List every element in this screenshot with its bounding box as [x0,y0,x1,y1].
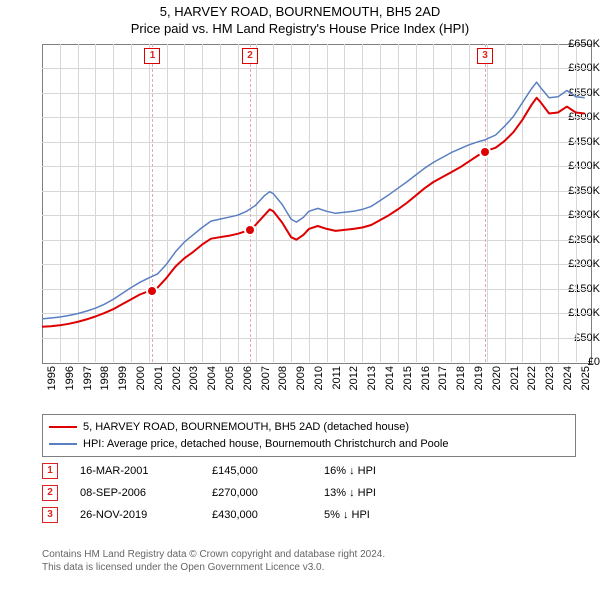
sale-number-box: 2 [242,48,258,64]
sales-table: 1 16-MAR-2001 £145,000 16% ↓ HPI 2 08-SEP-200… [42,460,414,526]
sale-num-icon: 1 [42,463,58,479]
x-tick-label: 2002 [171,366,183,390]
sale-marker-dot [244,224,256,236]
sale-number-box: 3 [477,48,493,64]
series-hpi [42,82,585,319]
sale-hpi-diff: 13% ↓ HPI [324,487,414,499]
x-tick-label: 2024 [562,366,574,390]
x-tick-label: 2018 [455,366,467,390]
sale-date: 08-SEP-2006 [80,487,190,499]
x-tick-label: 2019 [473,366,485,390]
chart-root: 5, HARVEY ROAD, BOURNEMOUTH, BH5 2AD Pri… [0,0,600,590]
legend-swatch [49,426,77,428]
x-tick-label: 2005 [224,366,236,390]
legend-row: 5, HARVEY ROAD, BOURNEMOUTH, BH5 2AD (de… [49,419,569,436]
sale-marker-dot [146,285,158,297]
sales-table-row: 1 16-MAR-2001 £145,000 16% ↓ HPI [42,460,414,482]
x-tick-label: 2025 [580,366,592,390]
x-tick-label: 2000 [135,366,147,390]
x-tick-label: 2016 [420,366,432,390]
x-tick-label: 1998 [99,366,111,390]
sale-hpi-diff: 16% ↓ HPI [324,465,414,477]
x-tick-label: 2020 [491,366,503,390]
x-tick-label: 1995 [46,366,58,390]
chart-titles: 5, HARVEY ROAD, BOURNEMOUTH, BH5 2AD Pri… [0,4,600,38]
x-tick-label: 2012 [348,366,360,390]
sale-date: 26-NOV-2019 [80,509,190,521]
x-tick-label: 2009 [295,366,307,390]
x-tick-label: 1997 [82,366,94,390]
x-tick-label: 1999 [117,366,129,390]
legend-label: 5, HARVEY ROAD, BOURNEMOUTH, BH5 2AD (de… [83,419,409,436]
series-svg [42,44,590,362]
x-tick-label: 2010 [313,366,325,390]
chart-title-1: 5, HARVEY ROAD, BOURNEMOUTH, BH5 2AD [0,4,600,21]
legend-label: HPI: Average price, detached house, Bour… [83,436,448,453]
legend-swatch [49,443,77,445]
footer-line-2: This data is licensed under the Open Gov… [42,561,385,574]
sale-price: £270,000 [212,487,302,499]
x-tick-label: 2008 [277,366,289,390]
sale-price: £430,000 [212,509,302,521]
sales-table-row: 2 08-SEP-2006 £270,000 13% ↓ HPI [42,482,414,504]
x-tick-label: 2017 [437,366,449,390]
legend-box: 5, HARVEY ROAD, BOURNEMOUTH, BH5 2AD (de… [42,414,576,457]
chart-title-2: Price paid vs. HM Land Registry's House … [0,21,600,38]
sale-num-icon: 2 [42,485,58,501]
x-tick-label: 2004 [206,366,218,390]
x-tick-label: 1996 [64,366,76,390]
x-tick-label: 2001 [153,366,165,390]
sales-table-row: 3 26-NOV-2019 £430,000 5% ↓ HPI [42,504,414,526]
x-tick-label: 2006 [242,366,254,390]
x-tick-label: 2003 [188,366,200,390]
x-tick-label: 2022 [526,366,538,390]
x-tick-label: 2021 [509,366,521,390]
sale-number-box: 1 [144,48,160,64]
sale-hpi-diff: 5% ↓ HPI [324,509,414,521]
sale-marker-dot [479,146,491,158]
x-tick-label: 2011 [331,366,343,390]
legend-row: HPI: Average price, detached house, Bour… [49,436,569,453]
x-tick-label: 2007 [260,366,272,390]
x-tick-label: 2023 [544,366,556,390]
x-tick-label: 2014 [384,366,396,390]
footer-line-1: Contains HM Land Registry data © Crown c… [42,548,385,561]
x-tick-label: 2015 [402,366,414,390]
x-tick-label: 2013 [366,366,378,390]
sale-date: 16-MAR-2001 [80,465,190,477]
sale-num-icon: 3 [42,507,58,523]
sale-price: £145,000 [212,465,302,477]
footer-attribution: Contains HM Land Registry data © Crown c… [42,548,385,574]
